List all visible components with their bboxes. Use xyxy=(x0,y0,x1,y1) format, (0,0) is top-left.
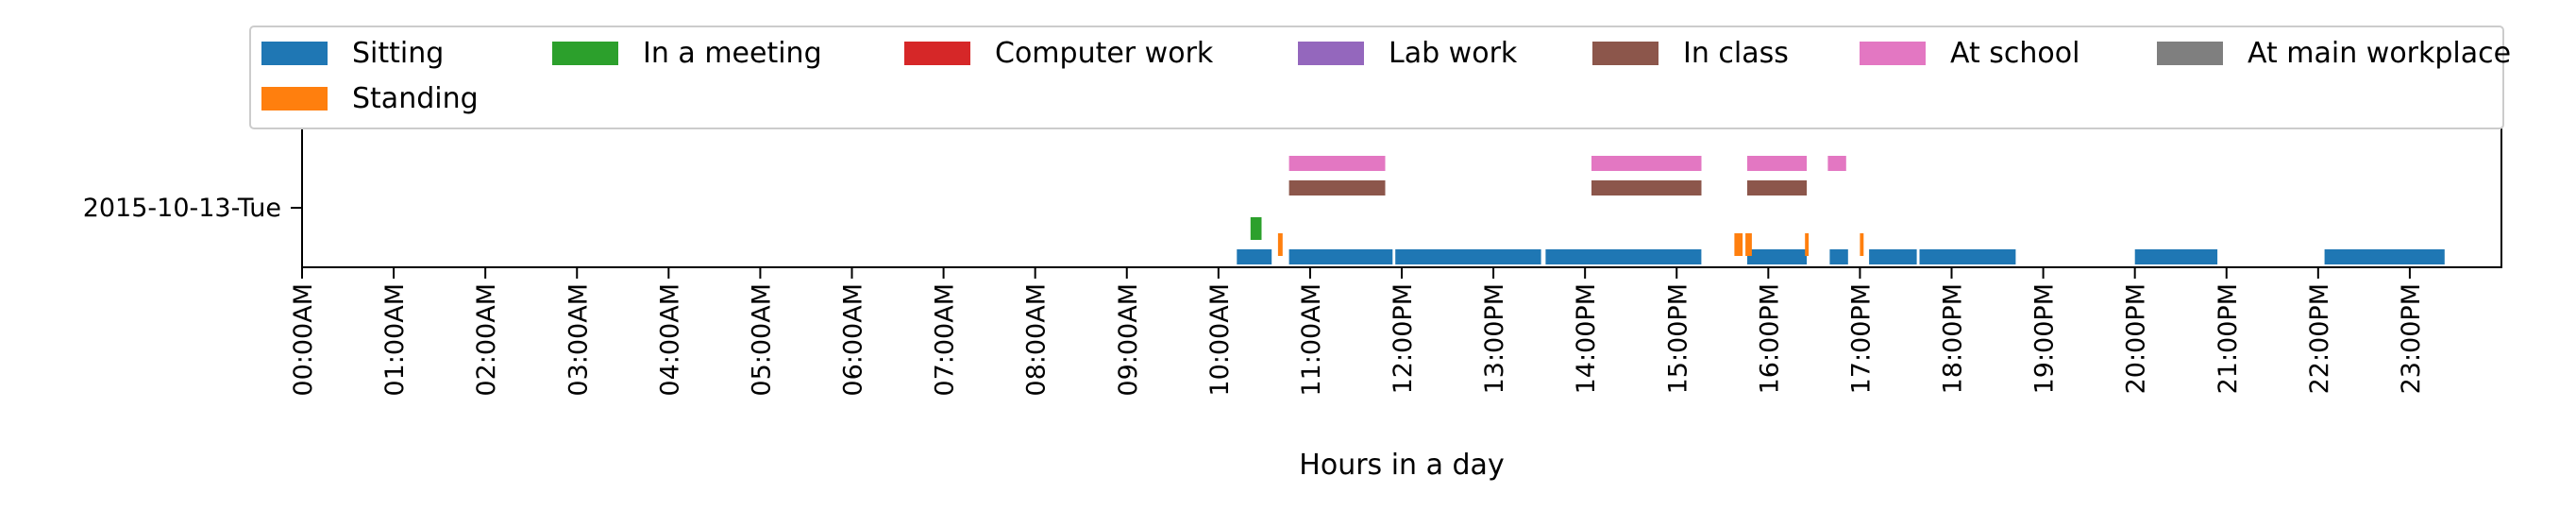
bar-in-a-meeting xyxy=(1250,217,1262,240)
legend-label-standing: Standing xyxy=(352,82,479,115)
x-tick-label: 14:00PM xyxy=(1572,283,1601,394)
bar-at-school xyxy=(1827,156,1846,171)
bar-in-class xyxy=(1747,180,1808,196)
x-tick-label: 12:00PM xyxy=(1389,283,1418,394)
legend-swatch-sitting xyxy=(261,42,328,65)
legend-swatch-computer-work xyxy=(904,42,970,65)
bar-sitting xyxy=(1288,249,1393,264)
bar-sitting xyxy=(1829,249,1848,264)
bar-standing xyxy=(1860,233,1864,256)
bar-at-school xyxy=(1591,156,1702,171)
legend-swatch-in-a-meeting xyxy=(552,42,618,65)
x-tick-label: 02:00AM xyxy=(472,283,501,397)
legend-swatch-in-class xyxy=(1592,42,1658,65)
activity-bars xyxy=(1237,156,2445,264)
bar-standing xyxy=(1805,233,1810,256)
bar-sitting xyxy=(1919,249,2016,264)
bar-in-class xyxy=(1591,180,1702,196)
x-tick-label: 01:00AM xyxy=(380,283,410,397)
y-tick-label: 2015-10-13-Tue xyxy=(83,194,281,223)
x-tick-label: 07:00AM xyxy=(931,283,960,397)
bar-at-school xyxy=(1747,156,1808,171)
bar-sitting xyxy=(2324,249,2445,264)
legend-label-at-main-workplace: At main workplace xyxy=(2248,37,2511,70)
bar-sitting xyxy=(1237,249,1272,264)
legend-label-sitting: Sitting xyxy=(352,37,444,70)
bar-sitting xyxy=(2134,249,2218,264)
x-tick-label: 10:00AM xyxy=(1205,283,1235,397)
bar-standing xyxy=(1277,233,1283,256)
bar-at-school xyxy=(1288,156,1386,171)
x-tick-label: 19:00PM xyxy=(2030,283,2060,394)
legend-swatch-standing xyxy=(261,87,328,110)
bar-standing xyxy=(1745,233,1752,256)
legend-swatch-at-school xyxy=(1860,42,1926,65)
x-tick-label: 04:00AM xyxy=(655,283,684,397)
bar-sitting xyxy=(1747,249,1808,264)
legend-label-at-school: At school xyxy=(1950,37,2079,70)
x-tick-label: 05:00AM xyxy=(747,283,776,397)
bar-sitting xyxy=(1395,249,1541,264)
bar-sitting xyxy=(1545,249,1702,264)
bar-sitting xyxy=(1869,249,1917,264)
axes: 2015-10-13-Tue xyxy=(83,128,2502,268)
x-tick-label: 00:00AM xyxy=(289,283,318,397)
legend: Sitting Standing In a meeting Computer work… xyxy=(249,26,2511,129)
x-tick-label: 21:00PM xyxy=(2214,283,2243,394)
x-tick-label: 18:00PM xyxy=(1939,283,1968,394)
legend-label-in-class: In class xyxy=(1683,37,1789,70)
x-tick-label: 06:00AM xyxy=(839,283,868,397)
x-tick-label: 03:00AM xyxy=(564,283,593,397)
x-ticks: 00:00AM 01:00AM 02:00AM 03:00AM 04:00AM 05:00… xyxy=(289,267,2426,397)
legend-swatch-at-main-workplace xyxy=(2157,42,2223,65)
legend-label-in-a-meeting: In a meeting xyxy=(643,37,822,70)
x-tick-label: 16:00PM xyxy=(1755,283,1784,394)
x-tick-label: 20:00PM xyxy=(2122,283,2151,394)
legend-entries: Sitting Standing In a meeting Computer work… xyxy=(261,37,2511,115)
legend-label-computer-work: Computer work xyxy=(995,37,1214,70)
x-tick-label: 08:00AM xyxy=(1022,283,1052,397)
bar-standing xyxy=(1734,233,1743,256)
x-tick-label: 09:00AM xyxy=(1114,283,1143,397)
x-tick-label: 17:00PM xyxy=(1846,283,1876,394)
x-tick-label: 23:00PM xyxy=(2397,283,2426,394)
legend-swatch-lab-work xyxy=(1298,42,1364,65)
legend-frame xyxy=(249,26,2504,129)
legend-label-lab-work: Lab work xyxy=(1389,37,1518,70)
x-tick-label: 11:00AM xyxy=(1297,283,1326,397)
bar-in-class xyxy=(1288,180,1386,196)
x-tick-label: 13:00PM xyxy=(1480,283,1509,394)
x-tick-label: 15:00PM xyxy=(1663,283,1692,394)
x-tick-label: 22:00PM xyxy=(2305,283,2334,394)
x-axis-label: Hours in a day xyxy=(1299,449,1504,482)
